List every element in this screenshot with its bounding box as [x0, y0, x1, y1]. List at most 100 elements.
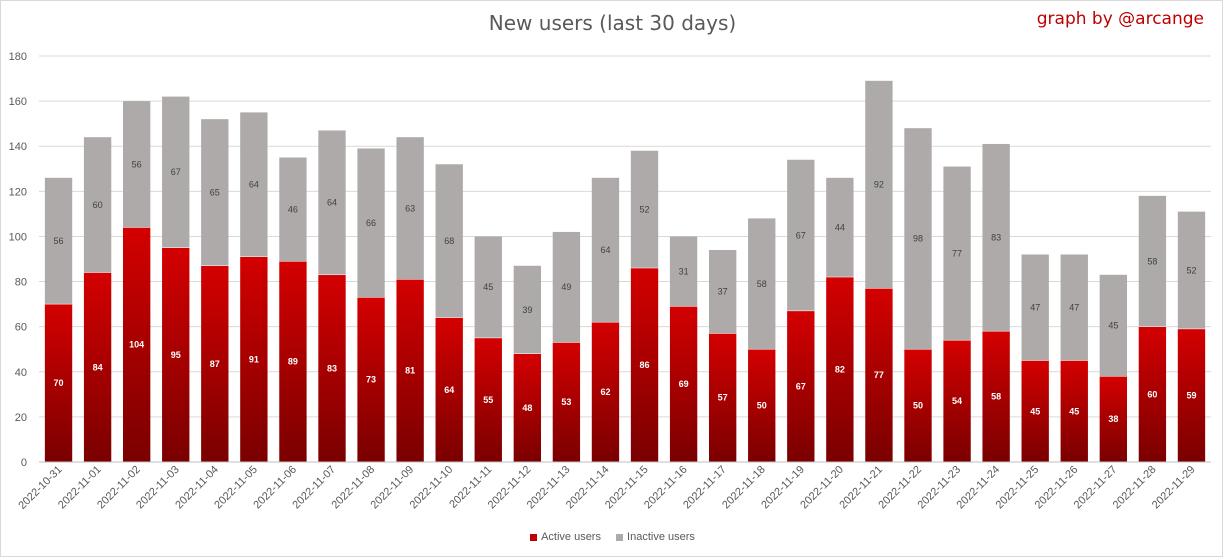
- y-tick-label: 120: [9, 186, 27, 198]
- bar-inactive: [865, 80, 893, 289]
- bar-inactive: [787, 159, 815, 311]
- bar-active: [1060, 360, 1088, 462]
- data-label-active: 86: [640, 360, 650, 370]
- bar-active: [279, 261, 307, 462]
- bar-inactive: [201, 119, 229, 266]
- gridlines: [39, 55, 1211, 418]
- data-label-inactive: 58: [757, 279, 767, 289]
- bar-active: [201, 265, 229, 462]
- bar-active: [865, 288, 893, 462]
- legend-item-inactive: Inactive users: [616, 531, 695, 543]
- bar-active: [435, 317, 463, 462]
- bar-active: [122, 227, 151, 462]
- legend-swatch-inactive: [616, 533, 624, 541]
- data-label-active: 70: [54, 378, 64, 388]
- data-label-inactive: 66: [366, 218, 376, 228]
- data-label-active: 82: [835, 365, 845, 375]
- data-label-inactive: 64: [600, 245, 610, 255]
- data-label-inactive: 39: [522, 305, 532, 315]
- data-label-inactive: 49: [561, 282, 571, 292]
- data-label-inactive: 65: [210, 187, 220, 197]
- data-label-inactive: 44: [835, 222, 845, 232]
- data-label-active: 54: [952, 396, 962, 406]
- bar-inactive: [279, 157, 307, 262]
- bar-inactive: [748, 218, 776, 350]
- bar-active: [513, 353, 542, 462]
- data-label-inactive: 77: [952, 248, 962, 258]
- bar-inactive: [83, 137, 112, 273]
- bar-active: [826, 277, 854, 462]
- bar-active: [708, 333, 737, 462]
- data-label-active: 50: [757, 401, 767, 411]
- bar-inactive: [435, 164, 463, 318]
- bar-inactive: [552, 231, 581, 343]
- data-label-inactive: 46: [288, 204, 298, 214]
- chart-title: New users (last 30 days): [488, 11, 737, 35]
- data-label-inactive: 31: [679, 266, 689, 276]
- bar-inactive: [826, 177, 854, 278]
- data-label-active: 91: [249, 354, 259, 364]
- bar-active: [83, 272, 112, 462]
- data-label-active: 73: [366, 375, 376, 385]
- bars: [44, 80, 1206, 462]
- data-label-active: 89: [288, 357, 298, 367]
- bar-inactive: [357, 148, 385, 298]
- bar-active: [591, 322, 620, 462]
- data-label-active: 58: [991, 392, 1001, 402]
- bar-active: [943, 340, 971, 462]
- data-label-inactive: 92: [874, 180, 884, 190]
- y-tick-label: 100: [9, 231, 27, 243]
- data-label-active: 45: [1069, 406, 1079, 416]
- data-label-inactive: 83: [991, 233, 1001, 243]
- bar-active: [748, 349, 776, 462]
- bar-inactive: [1138, 195, 1167, 327]
- y-tick-label: 20: [15, 412, 27, 424]
- bar-inactive: [943, 166, 971, 341]
- data-label-inactive: 58: [1147, 256, 1157, 266]
- bar-inactive: [122, 101, 151, 228]
- bar-active: [787, 310, 815, 462]
- legend-label-inactive: Inactive users: [627, 531, 695, 543]
- bar-active: [552, 342, 581, 462]
- y-tick-label: 140: [9, 141, 27, 153]
- data-label-inactive: 63: [405, 203, 415, 213]
- bar-inactive: [591, 177, 620, 323]
- bar-active: [1138, 326, 1167, 462]
- y-tick-label: 40: [15, 367, 27, 379]
- bar-active: [904, 349, 932, 462]
- bar-inactive: [240, 112, 268, 257]
- data-label-inactive: 52: [1186, 265, 1196, 275]
- chart-credit: graph by @arcange: [1036, 9, 1204, 29]
- data-label-active: 53: [561, 397, 571, 407]
- bar-inactive: [513, 265, 542, 354]
- legend-item-active: Active users: [530, 531, 601, 543]
- y-tick-label: 0: [21, 457, 27, 469]
- bar-active: [1177, 328, 1206, 462]
- bar-inactive: [669, 236, 698, 307]
- data-label-inactive: 60: [93, 200, 103, 210]
- bar-active: [162, 247, 190, 462]
- data-label-inactive: 56: [54, 236, 64, 246]
- data-label-active: 69: [679, 379, 689, 389]
- data-label-active: 81: [405, 366, 415, 376]
- data-label-inactive: 64: [249, 180, 259, 190]
- data-label-active: 87: [210, 359, 220, 369]
- y-tick-label: 160: [9, 96, 27, 108]
- data-label-inactive: 98: [913, 234, 923, 244]
- y-tick-label: 80: [15, 277, 27, 289]
- data-label-inactive: 47: [1069, 302, 1079, 312]
- data-label-inactive: 68: [444, 236, 454, 246]
- data-label-active: 38: [1108, 414, 1118, 424]
- data-label-active: 57: [718, 393, 728, 403]
- bar-inactive: [474, 236, 502, 338]
- bar-inactive: [1060, 254, 1088, 361]
- data-label-active: 95: [171, 350, 181, 360]
- bar-inactive: [630, 150, 659, 269]
- bar-inactive: [396, 137, 424, 280]
- bar-inactive: [318, 130, 346, 275]
- data-label-active: 84: [93, 362, 103, 372]
- data-label-inactive: 56: [132, 159, 142, 169]
- data-labels: 70 56 84 60 104 56 95 67 87 65 91 64 89 46 83 64 73 66 81 6…: [54, 159, 1197, 424]
